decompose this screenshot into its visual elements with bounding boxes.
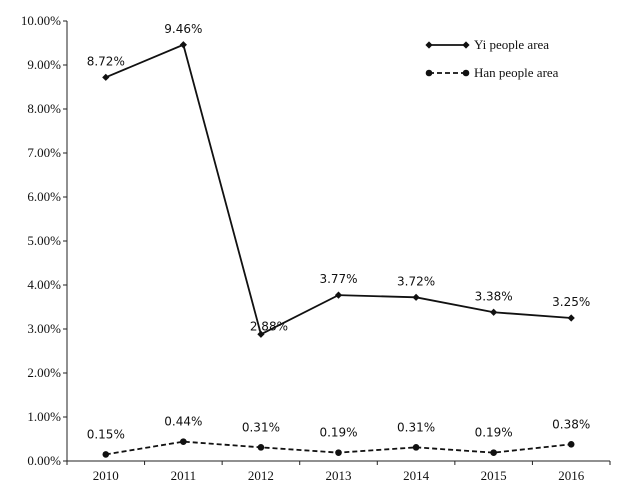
data-label: 3.25%: [552, 295, 590, 309]
y-tick-label: 3.00%: [27, 321, 61, 336]
data-label: 0.38%: [552, 417, 590, 431]
data-point-circle: [335, 449, 342, 456]
data-point-diamond: [412, 293, 420, 301]
data-point-circle: [180, 438, 187, 445]
data-point-circle: [567, 440, 575, 448]
y-tick-label: 8.00%: [27, 101, 61, 116]
y-tick-label: 1.00%: [27, 409, 61, 424]
data-point-diamond: [179, 41, 187, 49]
data-label: 0.31%: [242, 420, 280, 434]
y-tick-label: 9.00%: [27, 57, 61, 72]
data-point-circle: [257, 444, 265, 451]
x-tick-label: 2010: [93, 468, 119, 483]
y-tick-label: 7.00%: [27, 145, 61, 160]
y-tick-label: 10.00%: [21, 13, 61, 28]
x-tick-label: 2014: [403, 468, 430, 483]
data-point-diamond: [334, 291, 343, 299]
data-point-diamond: [567, 314, 575, 322]
data-label: 0.15%: [87, 427, 125, 441]
x-tick-label: 2016: [558, 468, 585, 483]
series-group: [102, 41, 575, 458]
legend-label-0: Yi people area: [474, 37, 549, 52]
legend: Yi people area Han people area: [425, 37, 559, 80]
legend-label-1: Han people area: [474, 65, 559, 80]
data-label: 0.31%: [397, 420, 435, 434]
data-point-circle: [102, 451, 110, 458]
data-label: 3.77%: [319, 272, 357, 286]
data-label: 0.19%: [475, 426, 513, 440]
data-labels: 8.72% 9.46% 2.88% 3.77% 3.72% 3.38% 3.25% 0.15%…: [87, 22, 591, 442]
x-tick-label: 2013: [326, 468, 352, 483]
data-label: 8.72%: [87, 54, 125, 68]
data-label: 0.19%: [319, 426, 357, 440]
data-point-circle: [412, 444, 420, 451]
data-label: 9.46%: [164, 22, 202, 36]
y-tick-label: 6.00%: [27, 189, 61, 204]
data-point-diamond: [257, 330, 265, 338]
y-tick-label: 0.00%: [27, 453, 61, 468]
legend-marker-diamond: [462, 41, 470, 49]
data-label: 3.38%: [475, 289, 513, 303]
y-tick-label: 5.00%: [27, 233, 61, 248]
x-tick-label: 2015: [481, 468, 507, 483]
x-tick-label: 2012: [248, 468, 274, 483]
data-label: 3.72%: [397, 274, 435, 288]
data-point-circle: [490, 449, 497, 456]
data-point-diamond: [490, 308, 498, 316]
y-axis-ticks: 0.00% 1.00% 2.00% 3.00% 4.00% 5.00% 6.00% 7.00%…: [21, 13, 67, 468]
data-point-diamond: [102, 73, 110, 81]
x-tick-label: 2011: [171, 468, 197, 483]
y-tick-label: 2.00%: [27, 365, 61, 380]
legend-marker-diamond: [425, 41, 433, 49]
legend-marker-circle: [462, 69, 470, 77]
legend-marker-circle: [425, 69, 433, 77]
data-label: 0.44%: [164, 415, 202, 429]
data-label: 2.88%: [250, 319, 288, 333]
chart-axes: [66, 21, 610, 462]
y-tick-label: 4.00%: [27, 277, 61, 292]
x-axis-ticks: 2010 2011 2012 2013 2014 2015 2016: [66, 461, 611, 483]
